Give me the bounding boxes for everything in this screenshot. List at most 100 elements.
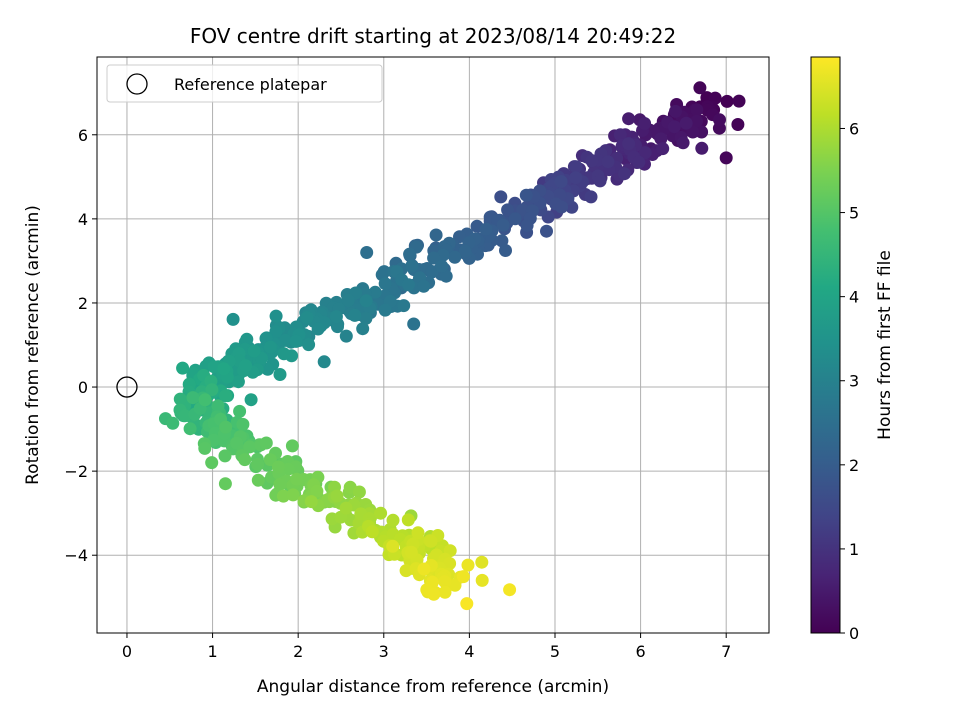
y-tick-label: 6 <box>78 126 88 145</box>
data-point <box>622 112 636 126</box>
x-axis-label: Angular distance from reference (arcmin) <box>257 677 609 697</box>
data-point <box>494 190 508 204</box>
data-point <box>448 250 462 264</box>
data-point <box>427 251 441 265</box>
data-point <box>271 460 285 474</box>
data-point <box>276 489 290 503</box>
data-point <box>690 103 704 117</box>
data-point <box>348 308 362 322</box>
x-tick-label: 0 <box>122 642 132 661</box>
data-point <box>359 294 373 308</box>
x-tick-label: 3 <box>379 642 389 661</box>
data-point <box>679 116 693 130</box>
data-point <box>569 171 583 185</box>
data-point <box>461 558 475 572</box>
data-point <box>496 218 510 232</box>
data-point <box>411 526 425 540</box>
data-point <box>219 420 233 434</box>
data-point <box>669 104 682 118</box>
data-point <box>475 573 489 587</box>
data-points <box>159 81 746 611</box>
data-point <box>613 128 627 142</box>
y-tick-label: −2 <box>64 462 88 481</box>
data-point <box>211 399 225 413</box>
data-point <box>311 322 325 336</box>
data-point <box>618 167 631 181</box>
colorbar-tick-label: 2 <box>849 456 859 475</box>
data-point <box>289 334 303 348</box>
data-point <box>690 114 704 128</box>
y-tick-label: 4 <box>78 210 88 229</box>
data-point <box>386 539 400 553</box>
data-point <box>205 383 219 397</box>
data-point <box>231 375 245 389</box>
x-tick-label: 4 <box>464 642 474 661</box>
data-point <box>397 299 411 313</box>
x-tick-label: 2 <box>293 642 303 661</box>
data-point <box>378 277 392 291</box>
data-point <box>239 359 253 373</box>
data-point <box>300 311 314 324</box>
data-point <box>403 247 417 261</box>
x-tick-label: 5 <box>550 642 560 661</box>
data-point <box>183 422 197 436</box>
data-point <box>240 332 254 346</box>
data-point <box>218 477 232 491</box>
data-point <box>374 506 388 520</box>
y-tick-label: −4 <box>64 546 88 565</box>
data-point <box>720 94 734 108</box>
y-tick-label: 0 <box>78 378 88 397</box>
legend-label-reference: Reference platepar <box>174 75 327 94</box>
legend: Reference platepar <box>106 64 383 103</box>
data-point <box>401 513 415 527</box>
data-point <box>438 585 452 599</box>
y-axis-ticks: −4 −2 0 2 4 6 <box>64 126 97 565</box>
data-point <box>585 154 599 168</box>
data-point <box>269 309 283 323</box>
data-point <box>277 347 291 361</box>
data-point <box>593 174 607 188</box>
data-point <box>407 317 421 331</box>
data-point <box>425 265 439 279</box>
data-point <box>439 269 453 283</box>
data-point <box>622 137 636 151</box>
colorbar-tick-label: 4 <box>849 288 859 307</box>
data-point <box>273 477 287 491</box>
data-point <box>233 404 247 418</box>
data-point <box>693 81 707 95</box>
data-point <box>508 212 522 226</box>
x-tick-label: 6 <box>635 642 645 661</box>
x-tick-label: 7 <box>721 642 731 661</box>
data-point <box>339 329 353 343</box>
data-point <box>238 453 252 467</box>
data-point <box>667 120 681 134</box>
data-point <box>554 175 568 188</box>
data-point <box>339 501 353 515</box>
data-point <box>417 562 431 576</box>
data-point <box>226 312 240 326</box>
data-point <box>443 557 457 570</box>
colorbar-label: Hours from first FF file <box>875 250 895 440</box>
data-point <box>399 564 413 578</box>
data-point <box>429 228 443 242</box>
colorbar-gradient <box>810 56 841 634</box>
data-point <box>501 203 515 217</box>
legend-marker-reference <box>126 73 148 95</box>
data-point <box>503 583 517 597</box>
data-point <box>285 439 299 453</box>
data-point <box>417 279 431 293</box>
data-point <box>251 457 265 471</box>
data-point <box>516 203 530 217</box>
data-point <box>584 190 598 204</box>
data-point <box>331 320 344 334</box>
data-point <box>290 472 304 486</box>
colorbar-tick-label: 5 <box>849 204 859 223</box>
data-point <box>302 338 316 352</box>
colorbar-tick-label: 1 <box>849 540 859 559</box>
y-tick-label: 2 <box>78 294 88 313</box>
data-point <box>317 355 331 369</box>
data-point <box>654 132 668 146</box>
colorbar-ticks: 0 1 2 3 4 5 6 <box>840 119 859 643</box>
data-point <box>435 259 449 273</box>
data-point <box>273 368 287 381</box>
